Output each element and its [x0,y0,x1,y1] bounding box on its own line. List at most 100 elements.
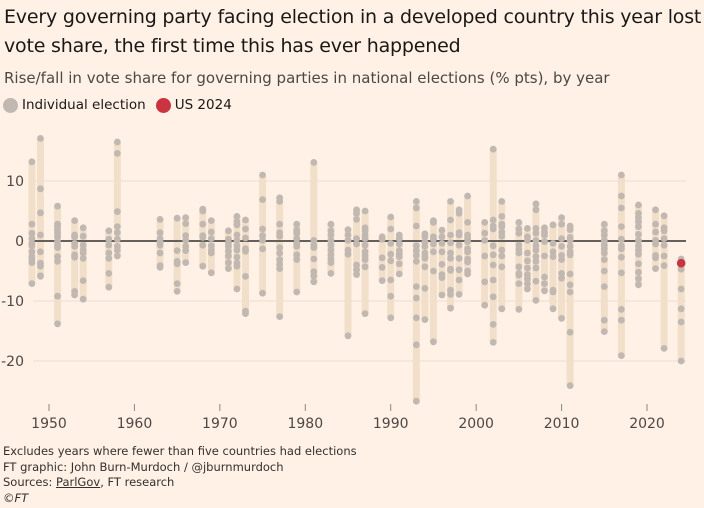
election-dot-2019 [635,268,642,276]
range-bar-1994 [421,233,429,320]
x-tick-label: 2020 [629,416,665,432]
election-dot-1949 [37,209,44,217]
election-dot-2015 [600,220,608,228]
election-dot-1979 [293,243,301,250]
election-dot-1972 [233,237,241,244]
x-tick-label: 1950 [31,416,67,432]
legend-item-individual: Individual election [3,97,146,113]
election-dot-1999 [464,248,472,256]
election-dot-2007 [532,206,540,214]
election-dot-1986 [353,216,360,223]
legend-label-individual: Individual election [22,97,146,113]
election-dot-2003 [498,213,506,220]
election-dot-1993 [412,294,420,302]
footer: Excludes years where fewer than five cou… [3,444,357,506]
election-dot-2010 [558,256,565,263]
election-dot-1996 [438,261,446,268]
election-dot-1977 [276,313,284,320]
election-dot-1965 [173,260,181,268]
election-dot-1951 [54,202,61,210]
election-dot-1958 [113,235,121,243]
election-dot-1957 [105,283,113,291]
range-bar-1990 [387,217,395,318]
election-dot-2015 [600,328,608,335]
election-dot-1949 [37,262,44,270]
election-dot-1998 [455,266,463,274]
election-dot-2005 [515,249,523,257]
election-dot-2003 [498,246,506,254]
election-dot-1997 [447,198,454,205]
election-dot-1981 [310,244,318,252]
election-dot-1990 [387,314,395,322]
election-dot-2011 [566,288,574,296]
election-dot-1957 [105,241,113,249]
election-dot-2008 [541,231,548,239]
sources-link-parlgov[interactable]: ParlGov [56,475,101,489]
election-dot-2019 [635,275,642,283]
election-dot-1981 [310,255,318,263]
election-dot-1989 [378,264,386,271]
election-dot-1983 [327,237,335,244]
election-dot-2011 [566,243,574,250]
election-dot-1953 [71,291,79,299]
election-dot-1968 [199,220,207,228]
range-bar-2009 [549,224,557,309]
election-dot-1996 [438,240,446,247]
election-dot-1965 [173,247,181,255]
election-dot-1989 [378,277,386,284]
election-dot-2022 [660,241,668,249]
election-dot-1954 [79,241,87,249]
election-dot-2003 [498,198,506,205]
election-dot-2024 [677,318,685,326]
election-dot-1973 [242,310,249,317]
election-dot-1997 [447,239,454,247]
election-dot-2015 [600,256,608,263]
y-tick-label: -20 [1,354,24,370]
election-dot-2010 [558,274,565,282]
election-dot-2024 [677,285,685,293]
election-dot-2001 [481,219,489,226]
election-dot-1975 [259,289,266,297]
election-dot-1958 [113,223,121,231]
election-dot-2009 [549,288,557,296]
election-dot-1986 [353,240,360,248]
election-dot-1986 [353,210,360,217]
x-tick-label: 2010 [544,416,580,432]
election-dot-1979 [293,220,301,228]
range-bar-1973 [241,220,249,314]
election-dot-1954 [79,277,87,284]
election-dot-2022 [660,235,668,243]
election-dot-2005 [515,219,523,226]
election-dot-2019 [635,237,642,244]
election-dot-2015 [600,267,608,275]
election-dot-2005 [515,271,523,279]
election-dot-2003 [498,232,506,240]
election-dot-2007 [532,225,540,232]
election-dot-1977 [276,198,284,205]
election-dot-1949 [37,273,44,280]
election-dot-1995 [430,240,437,248]
election-dot-1951 [54,233,61,241]
election-dot-1977 [276,265,284,272]
election-dot-1996 [438,274,446,281]
election-dot-1972 [233,262,241,270]
election-dot-1972 [233,221,241,229]
election-dot-1985 [344,250,352,258]
election-dot-1993 [412,204,420,212]
election-dot-1971 [225,243,232,250]
election-dot-2008 [541,273,548,281]
election-dot-1994 [421,255,429,262]
election-dot-2011 [566,382,574,389]
election-dot-1951 [54,292,61,300]
election-dot-1972 [233,231,241,239]
election-dot-1957 [105,270,113,277]
election-dot-1948 [28,220,36,228]
election-dot-2021 [652,254,659,262]
election-dot-2002 [489,293,497,301]
election-dot-1951 [54,253,61,260]
election-dot-2008 [541,238,548,246]
election-dot-1977 [276,249,284,257]
election-dot-2009 [549,248,557,256]
election-dot-1966 [182,214,190,222]
election-dot-1995 [430,267,437,275]
